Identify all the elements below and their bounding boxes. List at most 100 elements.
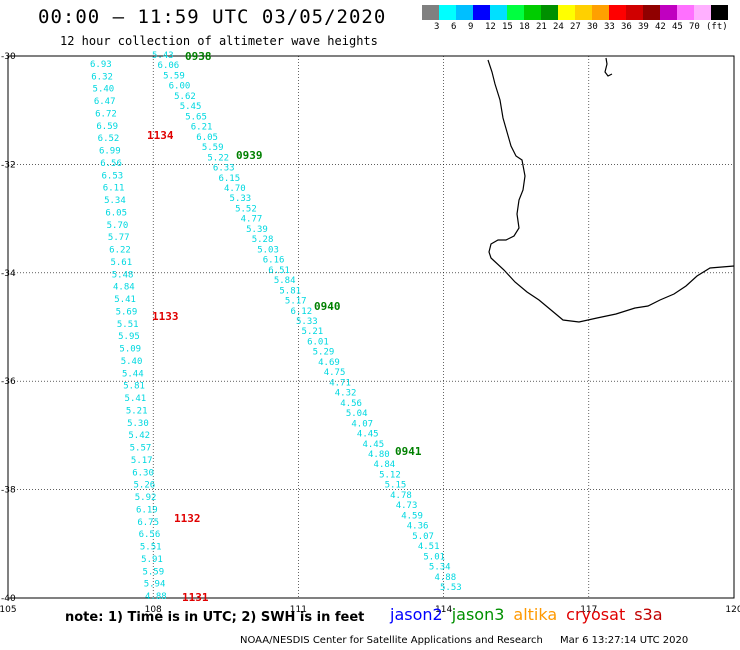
swh-value: 5.92	[135, 493, 157, 503]
swh-value: 5.30	[127, 419, 149, 429]
swh-value: 5.45	[180, 102, 202, 112]
colorbar-label: 30	[587, 22, 598, 32]
swh-value: 5.81	[279, 286, 301, 296]
y-axis-ticks: -30 -32 -34 -36 -38 -40	[1, 52, 16, 604]
map-title: 00:00 – 11:59 UTC 03/05/2020	[38, 6, 387, 28]
swh-value: 5.77	[108, 233, 130, 243]
swh-value: 5.41	[125, 394, 147, 404]
swh-value: 4.84	[374, 460, 396, 470]
swh-value: 4.70	[224, 184, 246, 194]
swh-value: 5.15	[385, 481, 407, 491]
colorbar-swatch	[575, 5, 592, 20]
pass-time-label: 0941	[395, 445, 422, 458]
swh-value: 6.16	[263, 256, 285, 266]
swh-value: 4.88	[434, 573, 456, 583]
swh-value: 6.05	[196, 133, 218, 143]
colorbar-label: 12	[485, 22, 496, 32]
swh-value: 5.95	[118, 332, 140, 342]
swh-value: 5.65	[185, 112, 207, 122]
swh-value: 4.51	[418, 542, 440, 552]
map-subtitle: 12 hour collection of altimeter wave hei…	[60, 34, 378, 48]
swh-value: 5.70	[107, 221, 129, 231]
swh-value: 6.53	[102, 171, 124, 181]
swh-value: 4.75	[324, 368, 346, 378]
footer-timestamp: Mar 6 13:27:14 UTC 2020	[560, 635, 689, 646]
swh-value: 5.57	[130, 444, 152, 454]
swh-value: 5.48	[112, 270, 134, 280]
swh-value: 5.42	[128, 431, 150, 441]
swh-value: 4.45	[362, 440, 384, 450]
colorbar-swatch	[456, 5, 473, 20]
swh-value: 5.40	[121, 357, 143, 367]
x-tick-label: 105	[0, 605, 17, 615]
swh-value: 5.81	[123, 382, 145, 392]
colorbar-label: 21	[536, 22, 547, 32]
swh-value: 4.73	[396, 501, 418, 511]
colorbar-label: 70	[689, 22, 700, 32]
colorbar-swatch	[422, 5, 439, 20]
swh-value: 5.61	[110, 258, 132, 268]
swh-value: 5.17	[285, 297, 307, 307]
colorbar-swatch	[524, 5, 541, 20]
swh-value: 5.84	[274, 276, 296, 286]
colorbar-label: 3	[434, 22, 440, 32]
swh-value: 6.99	[99, 147, 121, 157]
swh-value: 4.71	[329, 378, 351, 388]
swh-value: 5.04	[346, 409, 368, 419]
swh-value: 5.03	[257, 245, 279, 255]
units-note: note: 1) Time is in UTC; 2) SWH is in fe…	[65, 610, 365, 625]
colorbar-label: 18	[519, 22, 530, 32]
pass-time-label: 0939	[236, 149, 263, 162]
swh-value: 5.59	[142, 567, 164, 577]
y-tick-label: -40	[1, 594, 16, 604]
colorbar	[422, 5, 728, 20]
swh-value: 6.52	[98, 134, 120, 144]
pass-time-label: 1133	[152, 310, 179, 323]
legend-cryosat: cryosat	[566, 605, 626, 624]
swh-value: 4.32	[335, 389, 357, 399]
swh-value: 5.21	[126, 406, 148, 416]
swh-value: 6.22	[109, 246, 131, 256]
colorbar-swatch	[558, 5, 575, 20]
colorbar-swatch	[694, 5, 711, 20]
satellite-legend: jason2 jason3 altika cryosat s3a	[390, 605, 672, 624]
legend-jason2: jason2	[390, 605, 443, 624]
colorbar-label: 36	[621, 22, 632, 32]
x-tick-label: 114	[435, 605, 452, 615]
swh-value: 5.34	[429, 563, 451, 573]
swh-value: 5.09	[119, 345, 141, 355]
legend-s3a: s3a	[634, 605, 663, 624]
swh-value: 6.93	[90, 60, 112, 70]
swh-value: 5.22	[207, 153, 229, 163]
colorbar-swatch	[711, 5, 728, 20]
swh-value: 6.56	[100, 159, 122, 169]
swh-value: 6.32	[91, 72, 113, 82]
swh-value: 6.51	[268, 266, 290, 276]
swh-value: 6.12	[290, 307, 312, 317]
swh-value: 5.33	[296, 317, 318, 327]
colorbar-label: 45	[672, 22, 683, 32]
swh-value: 5.12	[379, 470, 401, 480]
colorbar-swatch	[626, 5, 643, 20]
satellite-tracks: 6.93 6.32 5.40 6.47 6.72 6.59 6.52 6.99 6.56 6.53…	[90, 50, 462, 604]
colorbar-swatch	[507, 5, 524, 20]
swh-value: 5.28	[252, 235, 274, 245]
colorbar-swatch	[643, 5, 660, 20]
x-tick-label: 120	[725, 605, 740, 615]
swh-value: 5.53	[440, 583, 462, 593]
colorbar-swatch	[490, 5, 507, 20]
legend-altika: altika	[513, 605, 558, 624]
swh-value: 6.33	[213, 164, 235, 174]
swh-value: 5.94	[144, 580, 166, 590]
pass-time-label: 1131	[182, 591, 209, 604]
colorbar-swatch	[592, 5, 609, 20]
swh-value: 5.21	[302, 327, 324, 337]
swh-value: 6.56	[139, 530, 161, 540]
swh-value: 6.01	[307, 337, 329, 347]
swh-value: 5.39	[246, 225, 268, 235]
colorbar-label: 33	[604, 22, 615, 32]
swh-value: 5.33	[230, 194, 252, 204]
colorbar-swatch	[473, 5, 490, 20]
swh-value: 4.80	[368, 450, 390, 460]
colorbar-label: (ft)	[706, 22, 728, 32]
